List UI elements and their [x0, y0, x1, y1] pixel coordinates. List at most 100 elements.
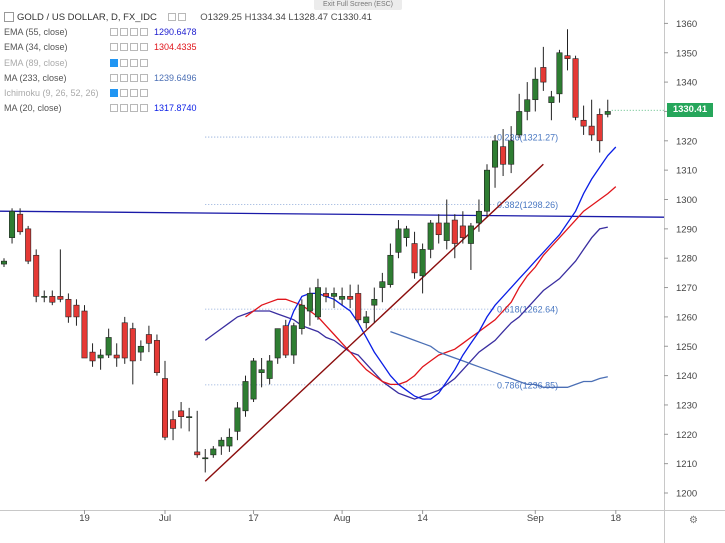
x-tick-label: 19 [79, 513, 90, 524]
indicator-label[interactable]: MA (233, close) [4, 72, 67, 83]
candle-body [226, 436, 233, 447]
candle-body [274, 328, 281, 359]
indicator-label[interactable]: EMA (89, close) [4, 57, 68, 68]
candle-body [411, 243, 418, 274]
candle-body [113, 354, 120, 359]
y-tick-label: 1290 [676, 224, 697, 235]
candle [548, 90, 555, 121]
eye-icon[interactable] [110, 104, 118, 113]
candle [0, 258, 8, 268]
y-tick-label: 1260 [676, 312, 697, 323]
candle-body [548, 96, 555, 103]
settings-icon[interactable] [120, 28, 128, 37]
candle [331, 287, 338, 309]
more-icon[interactable] [140, 28, 148, 37]
candle [355, 284, 362, 323]
indicator-label[interactable]: Ichimoku (9, 26, 52, 26) [4, 87, 99, 98]
fib-level-label: 0.236(1321.27) [497, 133, 558, 143]
remove-icon[interactable] [130, 28, 138, 37]
y-tick-label: 1200 [676, 489, 697, 500]
chart-legend: GOLD / US DOLLAR, D, FX_IDC O1329.25 H13… [4, 10, 372, 116]
candle-body [427, 222, 434, 250]
eye-icon[interactable] [110, 58, 118, 67]
candle-body [186, 416, 193, 418]
candle [113, 343, 120, 367]
more-icon[interactable] [140, 73, 148, 82]
candle [556, 49, 563, 103]
more-icon[interactable] [140, 104, 148, 113]
y-tick-label: 1270 [676, 283, 697, 294]
candle [145, 325, 152, 353]
plot-area: 0.236(1321.27) 0.382(1298.26) 0.618(1262.6… [0, 29, 664, 482]
fib-level-label: 0.382(1298.26) [497, 200, 558, 210]
candle-body [73, 304, 80, 318]
high-value: 1334.34 [251, 12, 286, 23]
trendline [204, 163, 544, 482]
candle-body [516, 111, 523, 136]
more-icon[interactable] [140, 58, 148, 67]
collapse-icon[interactable] [4, 12, 14, 22]
candle-body [500, 146, 507, 165]
y-tick-label: 1220 [676, 430, 697, 441]
candle [25, 225, 32, 265]
indicator-label[interactable]: MA (20, close) [4, 103, 62, 114]
exit-fullscreen-button[interactable]: Exit Full Screen (ESC) [314, 0, 402, 10]
candle-body [178, 410, 185, 417]
eye-icon[interactable] [110, 88, 118, 97]
candle [306, 287, 313, 326]
remove-icon[interactable] [130, 73, 138, 82]
candle-body [355, 293, 362, 321]
eye-icon[interactable] [110, 43, 118, 52]
candle-body [57, 296, 64, 300]
candle-body [459, 225, 466, 238]
eye-icon[interactable] [110, 73, 118, 82]
candle-body [258, 369, 265, 373]
settings-icon[interactable] [177, 13, 186, 21]
eye-icon[interactable] [110, 28, 118, 37]
settings-icon[interactable] [120, 88, 128, 97]
y-tick-label: 1360 [676, 19, 697, 30]
candle [379, 272, 386, 303]
fib-level-label: 0.618(1262.64) [497, 305, 558, 315]
candle-body [532, 78, 539, 101]
candle [81, 305, 88, 359]
candle-body [194, 451, 201, 456]
candle [395, 220, 402, 259]
candle [226, 428, 233, 452]
close-value: 1330.41 [337, 12, 372, 23]
ohlc-values: O1329.25 H1334.34 L1328.47 C1330.41 [200, 12, 372, 23]
remove-icon[interactable] [130, 43, 138, 52]
more-icon[interactable] [140, 43, 148, 52]
settings-icon[interactable] [120, 104, 128, 113]
remove-icon[interactable] [130, 104, 138, 113]
y-tick-label: 1240 [676, 371, 697, 382]
candle [266, 355, 273, 385]
remove-icon[interactable] [130, 88, 138, 97]
candle [427, 220, 434, 259]
settings-icon[interactable] [120, 43, 128, 52]
indicator-label[interactable]: EMA (34, close) [4, 42, 68, 53]
settings-icon[interactable] [120, 73, 128, 82]
remove-icon[interactable] [130, 58, 138, 67]
y-tick-label: 1210 [676, 459, 697, 470]
candle-body [306, 293, 313, 312]
candle-body [89, 351, 96, 362]
settings-icon[interactable] [120, 58, 128, 67]
indicator-label[interactable]: EMA (55, close) [4, 27, 68, 38]
indicator-row: MA (20, close) 1317.8740 [4, 101, 372, 116]
candle [33, 249, 40, 303]
candle [516, 93, 523, 138]
y-tick-label: 1230 [676, 400, 697, 411]
y-tick-label: 1310 [676, 166, 697, 177]
more-icon[interactable] [140, 88, 148, 97]
candle-body [105, 337, 112, 356]
last-price-tag: 1330.41 [667, 103, 713, 117]
candle [580, 105, 587, 135]
candle [532, 67, 539, 112]
eye-icon[interactable] [167, 13, 176, 21]
chart-settings-icon[interactable]: ⚙ [689, 515, 698, 526]
indicator-row: Ichimoku (9, 26, 52, 26) [4, 86, 372, 101]
candle [234, 402, 241, 441]
